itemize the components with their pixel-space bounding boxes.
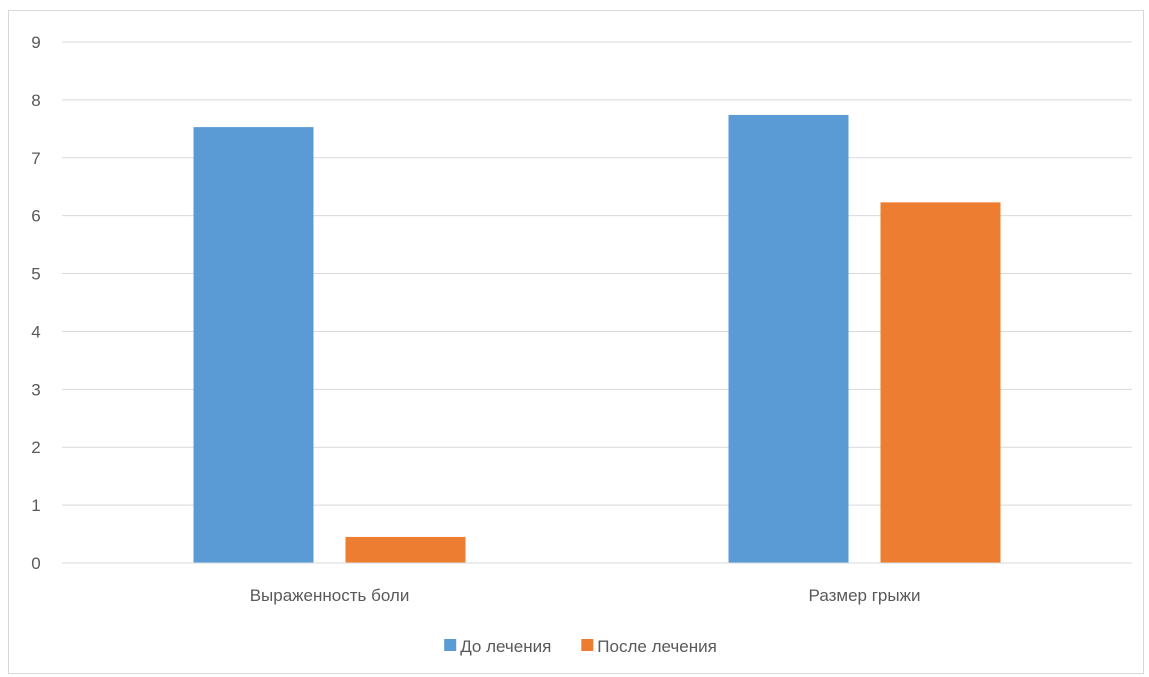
x-category-label: Выраженность боли — [250, 586, 410, 605]
x-axis-categories: Выраженность боли Размер грыжи — [250, 586, 921, 605]
y-axis-ticks: 0 1 2 3 4 5 6 7 8 9 — [31, 33, 40, 573]
y-tick-label: 1 — [31, 496, 40, 515]
y-tick-label: 2 — [31, 438, 40, 457]
y-tick-label: 8 — [31, 91, 40, 110]
y-tick-label: 5 — [31, 265, 40, 284]
y-tick-label: 7 — [31, 149, 40, 168]
bar — [193, 127, 314, 563]
legend-label: После лечения — [597, 637, 716, 656]
legend: До лечения После лечения — [444, 637, 717, 656]
bars — [193, 114, 1001, 563]
y-tick-label: 4 — [31, 322, 40, 341]
legend-swatch — [581, 639, 594, 651]
y-tick-label: 9 — [31, 33, 40, 52]
y-tick-label: 6 — [31, 207, 40, 226]
legend-swatch — [444, 639, 457, 651]
bar — [345, 536, 466, 563]
y-tick-label: 3 — [31, 380, 40, 399]
bar — [728, 114, 849, 563]
x-category-label: Размер грыжи — [809, 586, 921, 605]
legend-label: До лечения — [460, 637, 551, 656]
bar — [880, 202, 1001, 563]
y-tick-label: 0 — [31, 554, 40, 573]
